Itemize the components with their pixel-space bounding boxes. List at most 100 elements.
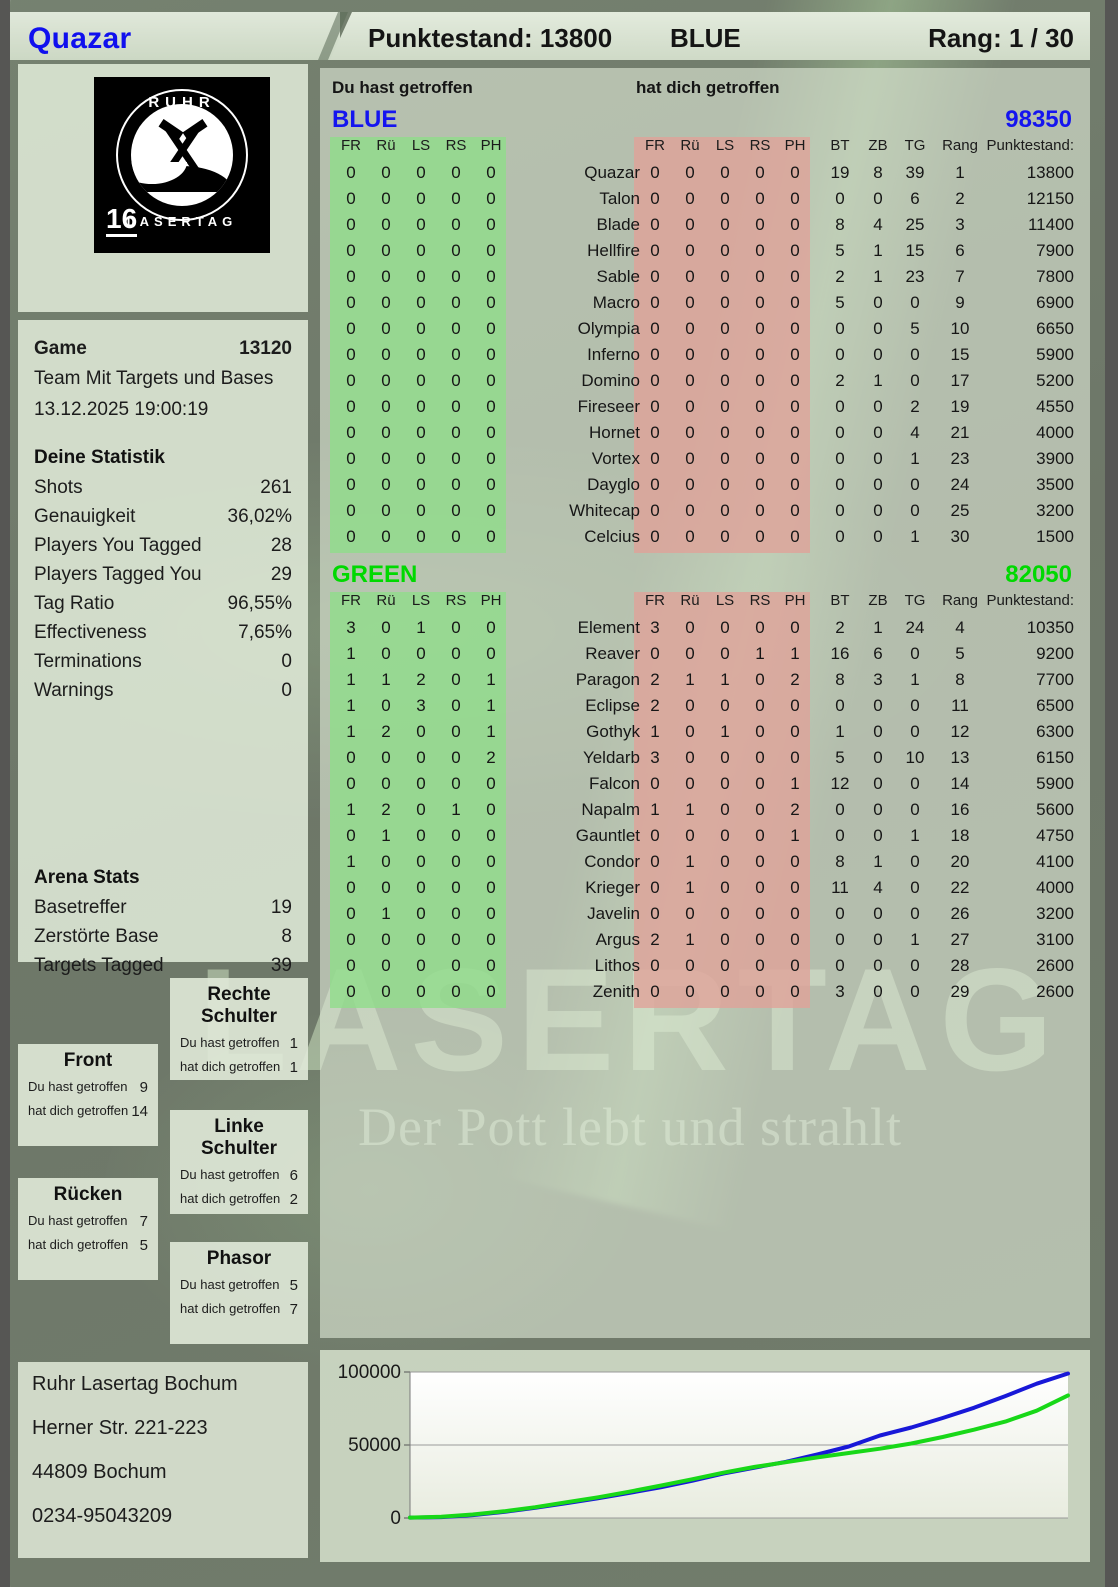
chart-series-green [408, 1393, 1070, 1520]
game-time: 13.12.2025 19:00:19 [34, 399, 209, 420]
cell-bt: 8 [835, 852, 845, 871]
cell-hit: 0 [346, 189, 356, 208]
col-header-hit-PH: PH [480, 592, 502, 609]
bodypart-got-label: hat dich getroffen [28, 1103, 129, 1118]
cell-hit: 0 [416, 982, 426, 1001]
cell-rang: 17 [950, 371, 970, 390]
col-header-hit-Rü: Rü [376, 137, 396, 154]
cell-got: 0 [720, 748, 730, 767]
cell-hit: 1 [346, 722, 356, 741]
row-player-name: Blade [596, 215, 640, 234]
stat-label: Shots [34, 477, 83, 498]
row-player-name: Gothyk [586, 722, 640, 741]
cell-tg: 0 [910, 904, 920, 923]
cell-got: 0 [685, 449, 695, 468]
cell-hit: 0 [451, 696, 461, 715]
cell-hit: 0 [381, 501, 391, 520]
cell-got: 0 [790, 293, 800, 312]
col-header-hit-FR: FR [341, 137, 361, 154]
cell-hit: 0 [346, 163, 356, 182]
cell-got: 0 [790, 930, 800, 949]
stat-row: Players Tagged You 29 [34, 560, 292, 589]
cell-zb: 0 [873, 722, 883, 741]
cell-hit: 0 [381, 982, 391, 1001]
cell-got: 0 [720, 618, 730, 637]
col-header-got-FR: FR [645, 592, 665, 609]
cell-zb: 1 [873, 267, 883, 286]
cell-tg: 0 [910, 501, 920, 520]
cell-got: 0 [650, 371, 660, 390]
cell-bt: 0 [835, 449, 845, 468]
cell-hit: 0 [451, 826, 461, 845]
row-player-name: Element [577, 618, 640, 637]
cell-got: 0 [755, 982, 765, 1001]
cell-score: 4750 [1036, 826, 1074, 845]
cell-zb: 0 [873, 956, 883, 975]
cell-got: 0 [650, 215, 660, 234]
cell-got: 0 [755, 423, 765, 442]
cell-got: 0 [720, 371, 730, 390]
cell-got: 1 [685, 800, 695, 819]
arena-stats-list: Basetreffer 19 Zerstörte Base 8 Targets Tagg… [34, 893, 292, 980]
cell-bt: 0 [835, 930, 845, 949]
stat-label: Genauigkeit [34, 506, 136, 527]
cell-tg: 0 [910, 774, 920, 793]
bodypart-right-shoulder: Rechte Schulter Du hast getroffen 1 hat dic… [170, 978, 308, 1080]
cell-hit: 0 [381, 475, 391, 494]
cell-hit: 0 [416, 371, 426, 390]
cell-hit: 0 [381, 189, 391, 208]
col-header-ZB: ZB [868, 137, 888, 154]
cell-got: 0 [790, 904, 800, 923]
bodypart-title: Front [63, 1050, 113, 1071]
cell-got: 1 [790, 826, 800, 845]
cell-score: 13800 [1026, 163, 1074, 182]
cell-hit: 0 [486, 189, 496, 208]
cell-hit: 0 [346, 449, 356, 468]
cell-hit: 0 [416, 189, 426, 208]
cell-zb: 0 [873, 696, 883, 715]
row-player-name: Sable [596, 267, 640, 286]
cell-hit: 0 [381, 423, 391, 442]
cell-got: 0 [755, 852, 765, 871]
cell-got: 0 [755, 527, 765, 546]
cell-hit: 0 [346, 774, 356, 793]
cell-got: 0 [685, 371, 695, 390]
bodypart-hit-row: Du hast getroffen 1 [180, 1035, 298, 1052]
cell-got: 0 [650, 319, 660, 338]
cell-zb: 4 [873, 878, 883, 897]
cell-hit: 0 [451, 241, 461, 260]
cell-got: 1 [790, 774, 800, 793]
cell-score: 9200 [1036, 644, 1074, 663]
team-total-score: 82050 [1005, 561, 1072, 588]
cell-got: 0 [685, 293, 695, 312]
cell-hit: 1 [381, 904, 391, 923]
cell-bt: 5 [835, 293, 845, 312]
col-header-got-PH: PH [784, 592, 806, 609]
cell-hit: 0 [451, 982, 461, 1001]
cell-bt: 16 [830, 644, 850, 663]
cell-hit: 0 [486, 826, 496, 845]
cell-hit: 0 [486, 371, 496, 390]
contact-line: 0234-95043209 [32, 1505, 173, 1527]
cell-hit: 0 [486, 800, 496, 819]
cell-hit: 0 [381, 267, 391, 286]
cell-tg: 1 [910, 527, 920, 546]
player-team: BLUE [670, 23, 741, 53]
cell-got: 0 [755, 319, 765, 338]
cell-got: 0 [720, 904, 730, 923]
stat-row: Genauigkeit 36,02% [34, 502, 292, 531]
cell-bt: 19 [830, 163, 850, 182]
cell-hit: 0 [416, 267, 426, 286]
cell-bt: 1 [835, 722, 845, 741]
cell-got: 0 [650, 241, 660, 260]
cell-got: 0 [650, 293, 660, 312]
cell-hit: 0 [486, 319, 496, 338]
arena-stat-row: Basetreffer 19 [34, 893, 292, 922]
cell-hit: 0 [346, 956, 356, 975]
cell-got: 0 [685, 644, 695, 663]
cell-got: 0 [790, 748, 800, 767]
cell-rang: 27 [950, 930, 970, 949]
col-header-Rang: Rang [942, 592, 978, 609]
logo-disc [131, 104, 233, 206]
cell-bt: 0 [835, 826, 845, 845]
